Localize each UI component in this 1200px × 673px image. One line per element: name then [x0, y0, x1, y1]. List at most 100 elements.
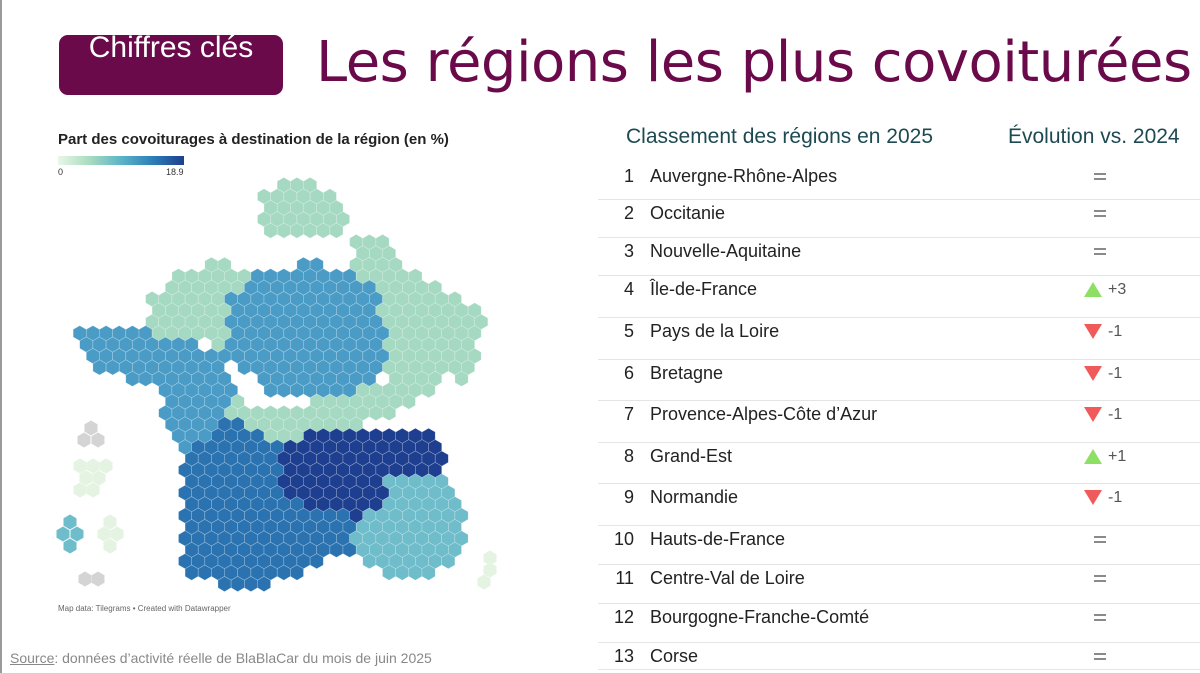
slide-left-border [0, 0, 2, 673]
equal-icon [1094, 653, 1106, 660]
map-credit: Map data: Tilegrams • Created with Dataw… [58, 604, 231, 613]
region-name: Bretagne [650, 363, 724, 383]
evolution-change: -1 [1084, 489, 1122, 507]
ranking-position: 5 [623, 321, 634, 341]
region-name: Bourgogne-Franche-Comté [650, 607, 870, 627]
hex-tile-island-light-green [92, 470, 106, 486]
arrow-down-icon [1084, 366, 1102, 382]
hex-tile-centre-val-de-loire [402, 393, 416, 410]
region-name: Occitanie [650, 203, 726, 223]
hex-tile-hauts-de-france [329, 222, 344, 239]
hexmap-regions [56, 177, 497, 592]
evolution-value: -1 [1108, 365, 1123, 382]
ranking-position: 2 [623, 203, 634, 223]
equal-icon [1094, 536, 1106, 543]
arrow-up-icon [1084, 449, 1102, 465]
hex-tile-centre-val-de-loire [382, 405, 396, 421]
equal-icon [1094, 210, 1106, 217]
ranking-row: 12 Bourgogne-Franche-Comté [598, 603, 1200, 643]
ranking-row: 1 Auvergne-Rhône-Alpes [598, 162, 1200, 200]
hex-tile-grand-est [454, 370, 469, 387]
ranking-row: 6 Bretagne -1 [598, 359, 1200, 401]
hex-tile-island-pale [103, 514, 117, 530]
region-name: Auvergne-Rhône-Alpes [650, 166, 838, 186]
source-text: : données d’activité réelle de BlaBlaCar… [54, 650, 432, 666]
region-name: Normandie [650, 487, 739, 507]
key-figures-badge: Chiffres clés [59, 35, 283, 95]
hex-tile-occitanie [257, 576, 271, 592]
ranking-row: 4 Île-de-France +3 [598, 275, 1200, 318]
ranking-position: 7 [623, 404, 634, 424]
ranking-row: 7 Provence-Alpes-Côte d’Azur -1 [598, 400, 1200, 443]
ranking-position: 1 [623, 166, 634, 186]
hex-tile-centre-val-de-loire [421, 382, 436, 399]
hex-tile-occitanie [290, 564, 304, 581]
hex-tile-island-teal [70, 526, 84, 542]
equal-icon [1094, 248, 1106, 255]
map-legend-min: 0 [58, 167, 64, 177]
evolution-value: +3 [1108, 281, 1127, 298]
ranking-position: 10 [613, 529, 634, 549]
hex-tile-island-grey-top [84, 420, 98, 436]
evolution-change: +1 [1084, 448, 1126, 466]
ranking-row: 8 Grand-Est +1 [598, 442, 1200, 484]
equal-icon [1094, 173, 1106, 180]
region-name: Île-de-France [650, 279, 758, 299]
evolution-value: +1 [1108, 448, 1127, 465]
ranking-position: 13 [613, 646, 634, 666]
hex-tile-island-light-green [86, 482, 100, 498]
equal-icon [1094, 575, 1106, 582]
hex-tile-corse [483, 562, 497, 578]
arrow-down-icon [1084, 407, 1102, 423]
hex-tile-island-grey-top [77, 432, 91, 448]
ranking-position: 6 [623, 363, 634, 383]
hex-tile-island-teal [63, 538, 77, 554]
region-name: Grand-Est [650, 446, 733, 466]
map-legend-max: 18.9 [166, 167, 184, 177]
region-name: Corse [650, 646, 699, 666]
evolution-value: -1 [1108, 323, 1123, 340]
region-name: Centre-Val de Loire [650, 568, 805, 588]
region-name: Nouvelle-Aquitaine [650, 241, 802, 261]
hex-tile-corse [477, 574, 491, 590]
page-title: Les régions les plus covoiturées [316, 30, 1192, 95]
ranking-header: Classement des régions en 2025 [626, 125, 934, 148]
hex-tile-island-light-green [99, 458, 113, 474]
hex-tile-island-teal [56, 526, 70, 542]
ranking-row: 9 Normandie -1 [598, 483, 1200, 526]
map-title: Part des covoiturages à destination de l… [58, 131, 449, 148]
ranking-position: 4 [623, 279, 634, 299]
ranking-position: 11 [615, 568, 634, 588]
hex-tile-island-grey-bottom [78, 571, 92, 587]
source-link[interactable]: Source [10, 650, 55, 666]
evolution-value: -1 [1108, 489, 1123, 506]
hex-tile-provence [421, 564, 436, 581]
arrow-up-icon [1084, 282, 1102, 298]
evolution-change: -1 [1084, 406, 1122, 424]
hex-tile-occitanie [309, 553, 324, 570]
evolution-value: -1 [1108, 406, 1123, 423]
region-name: Pays de la Loire [650, 321, 780, 341]
ranking-position: 9 [623, 487, 634, 507]
evolution-change: -1 [1084, 323, 1122, 341]
evolution-change: -1 [1084, 365, 1122, 383]
ranking-row: 2 Occitanie [598, 199, 1200, 238]
ranking-row: 3 Nouvelle-Aquitaine [598, 237, 1200, 276]
ranking-row: 11 Centre-Val de Loire [598, 564, 1200, 604]
ranking-row: 5 Pays de la Loire -1 [598, 317, 1200, 360]
region-name: Hauts-de-France [650, 529, 786, 549]
ranking-position: 3 [623, 241, 634, 261]
map-legend-gradient [58, 156, 184, 165]
hex-tile-island-grey-top [91, 432, 105, 448]
france-hexmap [56, 177, 497, 592]
hex-tile-provence [441, 553, 456, 570]
ranking-row: 10 Hauts-de-France [598, 525, 1200, 565]
equal-icon [1094, 614, 1106, 621]
evolution-change: +3 [1084, 281, 1126, 299]
arrow-down-icon [1084, 324, 1102, 340]
source-note: Source: données d’activité réelle de Bla… [10, 650, 432, 666]
ranking-position: 8 [623, 446, 634, 466]
ranking-position: 12 [613, 607, 634, 627]
arrow-down-icon [1084, 490, 1102, 506]
hex-tile-island-pale [110, 526, 124, 542]
